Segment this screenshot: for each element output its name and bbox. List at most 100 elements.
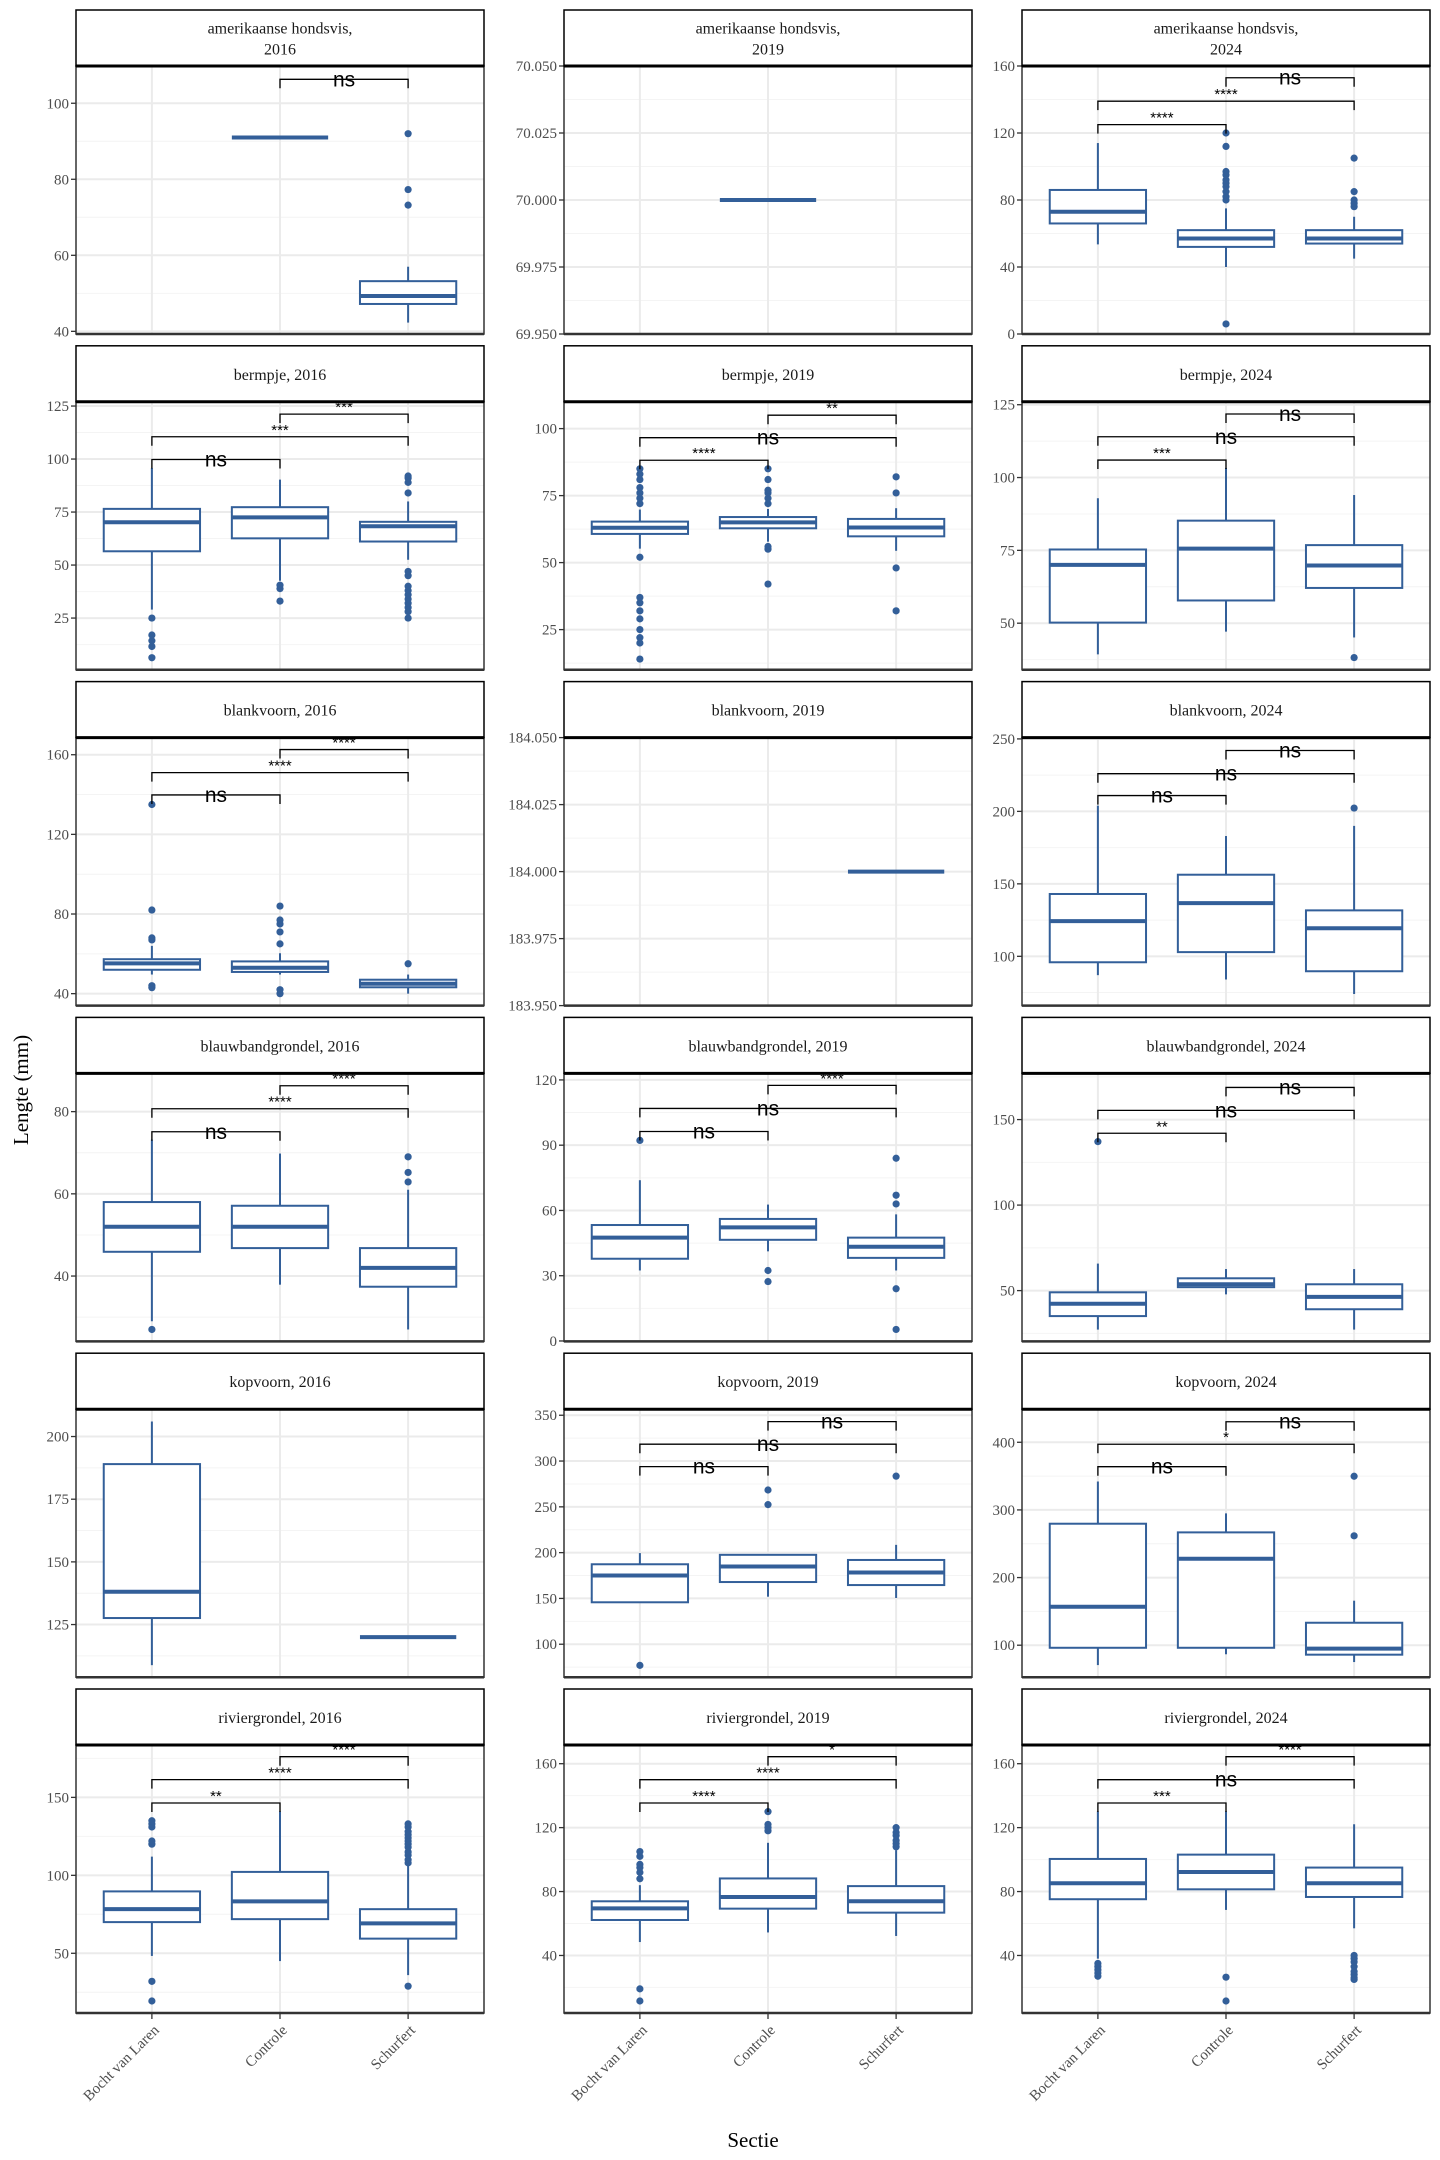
significance-bracket — [767, 1756, 897, 1766]
outlier-point — [636, 615, 644, 623]
outlier-point — [404, 567, 412, 576]
y-tick-label: 100 — [993, 1638, 1016, 1654]
facet-title: bermpje, 2019 — [722, 367, 814, 384]
outlier-point — [636, 553, 644, 561]
outlier-point — [892, 1200, 900, 1208]
facet-panel: 100 200 300 400 ns * ns kopvoorn, 2024 — [993, 1352, 1431, 1679]
outlier-point — [636, 593, 644, 602]
outlier-point — [148, 1817, 156, 1825]
significance-bracket — [1097, 436, 1355, 446]
outlier-point — [636, 655, 644, 663]
box — [102, 1890, 202, 1924]
significance-label: *** — [335, 399, 353, 416]
facet-strip — [1021, 1688, 1431, 1746]
facet-title: 2019 — [752, 42, 784, 59]
y-tick-label: 40 — [1000, 260, 1015, 276]
outlier-point — [636, 639, 644, 647]
significance-bracket — [1097, 794, 1227, 805]
outlier-point — [1350, 1951, 1358, 1960]
outlier-point — [148, 1325, 156, 1334]
significance-label: ns — [1279, 1076, 1301, 1099]
significance-label: ns — [333, 68, 355, 91]
y-tick-label: 100 — [993, 949, 1016, 965]
y-tick-label: 60 — [54, 1187, 69, 1203]
facet-title: amerikaanse hondsvis, — [696, 21, 841, 38]
outlier-point — [148, 1997, 156, 2005]
outlier-point — [404, 185, 412, 194]
significance-bracket — [151, 794, 281, 804]
outlier-point — [1350, 196, 1358, 204]
facet-panel: 69.950 69.975 70.000 70.025 70.050 amerikaans… — [516, 9, 973, 343]
outlier-point — [764, 494, 772, 502]
facet-panel: 183.950 183.975 184.000 184.025 184.050 blank… — [508, 680, 973, 1015]
facet-title: 2024 — [1210, 42, 1242, 59]
outlier-point — [636, 1875, 644, 1883]
outlier-point — [148, 800, 156, 809]
outlier-point — [636, 494, 644, 502]
significance-bracket — [151, 1778, 409, 1789]
outlier-point — [764, 475, 772, 484]
outlier-point — [892, 489, 900, 497]
y-tick-label: 200 — [535, 1546, 558, 1562]
outlier-point — [764, 500, 772, 508]
y-tick-label: 50 — [54, 1946, 69, 1962]
outlier-point — [1350, 1472, 1358, 1480]
box — [1048, 1857, 1148, 1901]
outlier-point — [276, 940, 284, 948]
significance-bracket — [1225, 1756, 1355, 1766]
outlier-point — [892, 607, 900, 615]
significance-label: **** — [268, 758, 292, 775]
significance-bracket — [151, 458, 281, 469]
y-tick-label: 70.000 — [516, 193, 557, 209]
significance-bracket — [1225, 1086, 1355, 1097]
significance-bracket — [639, 1779, 897, 1789]
y-tick-label: 400 — [993, 1435, 1016, 1451]
significance-label: **** — [692, 1788, 716, 1805]
x-axis-title: Sectie — [727, 2128, 778, 2152]
box — [1048, 1522, 1148, 1649]
facet-title: blauwbandgrondel, 2019 — [688, 1038, 847, 1055]
facet-strip — [563, 345, 973, 403]
box — [1304, 909, 1404, 973]
significance-label: *** — [271, 422, 289, 439]
significance-label: ns — [1215, 763, 1237, 786]
y-tick-label: 40 — [54, 1269, 69, 1285]
facet-strip — [75, 1016, 485, 1075]
x-tick-label: Schurfert — [1314, 2022, 1365, 2073]
facet-strip — [563, 1688, 973, 1746]
facet-title: amerikaanse hondsvis, — [208, 21, 353, 38]
facet-panel: 25 50 75 100 125 ns *** *** bermpje, 2016 — [47, 345, 485, 672]
facet-title: riviergrondel, 2019 — [706, 1710, 829, 1727]
significance-label: *** — [1153, 1788, 1171, 1805]
outlier-point — [404, 1178, 412, 1186]
outlier-point — [276, 916, 284, 924]
significance-label: ns — [1215, 426, 1237, 449]
outlier-point — [1222, 193, 1230, 201]
x-tick-label: Controle — [1188, 2022, 1237, 2071]
significance-label: * — [1223, 1429, 1229, 1446]
significance-bracket — [639, 1465, 769, 1476]
outlier-point — [764, 542, 772, 551]
outlier-point — [1350, 1532, 1358, 1540]
significance-label: ** — [1156, 1118, 1168, 1135]
facet-panel: 40 60 80 100 ns amerikaanse hondsvis, 2016 — [47, 9, 485, 340]
facet-title: kopvoorn, 2016 — [229, 1374, 330, 1391]
y-tick-label: 160 — [993, 59, 1016, 75]
significance-label: **** — [692, 445, 716, 462]
outlier-point — [892, 564, 900, 572]
facet-panel: 125 150 175 200 kopvoorn, 2016 — [47, 1352, 485, 1679]
box — [590, 1900, 690, 1921]
significance-label: **** — [756, 1765, 780, 1782]
y-tick-label: 80 — [54, 907, 69, 923]
outlier-point — [764, 1266, 772, 1275]
box — [590, 1224, 690, 1260]
significance-label: * — [829, 1742, 835, 1759]
significance-bracket — [151, 1108, 409, 1118]
facet-strip — [1021, 345, 1431, 403]
x-tick-label: Schurfert — [368, 2022, 419, 2073]
y-tick-label: 75 — [1000, 543, 1015, 559]
outlier-point — [636, 1860, 644, 1868]
box — [1176, 519, 1276, 602]
significance-bracket — [151, 1802, 281, 1812]
